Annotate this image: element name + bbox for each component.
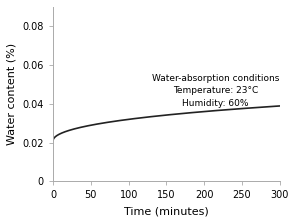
Y-axis label: Water content (%): Water content (%) (7, 43, 17, 145)
X-axis label: Time (minutes): Time (minutes) (124, 206, 209, 216)
Text: Water-absorption conditions
Temperature: 23°C
Humidity: 60%: Water-absorption conditions Temperature:… (152, 74, 279, 108)
